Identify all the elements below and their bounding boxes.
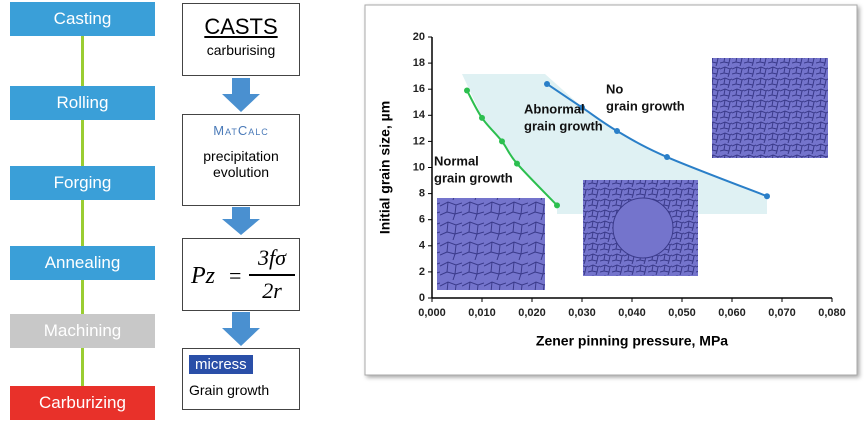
x-tick-label: 0,020 <box>518 307 546 319</box>
point <box>764 193 770 199</box>
point <box>614 128 620 134</box>
annotation: Normal <box>434 153 479 168</box>
x-tick-label: 0,040 <box>618 307 646 319</box>
y-tick-label: 16 <box>413 83 425 95</box>
y-axis-title: Initial grain size, µm <box>377 101 393 234</box>
micrograph <box>437 198 545 290</box>
y-tick-label: 14 <box>413 109 426 121</box>
x-tick-label: 0,070 <box>768 307 796 319</box>
y-tick-label: 18 <box>413 57 425 69</box>
annotation: Abnormal <box>524 101 585 116</box>
x-tick-label: 0,060 <box>718 307 746 319</box>
y-tick-label: 4 <box>419 240 426 252</box>
x-tick-label: 0,030 <box>568 307 596 319</box>
x-tick-label: 0,050 <box>668 307 696 319</box>
y-tick-label: 20 <box>413 31 425 43</box>
abnormal-grain <box>613 198 673 258</box>
y-tick-label: 6 <box>419 214 425 226</box>
y-tick-label: 8 <box>419 188 425 200</box>
micrograph <box>712 58 828 158</box>
point <box>479 115 485 121</box>
point <box>464 88 470 94</box>
y-tick-label: 2 <box>419 266 425 278</box>
page: { "process_steps": ["Casting", "Rolling"… <box>0 0 864 422</box>
y-tick-label: 12 <box>413 135 425 147</box>
annotation: grain growth <box>524 118 603 133</box>
x-tick-label: 0,000 <box>418 307 446 319</box>
point <box>554 202 560 208</box>
x-axis-title: Zener pinning pressure, MPa <box>536 333 728 349</box>
point <box>664 154 670 160</box>
x-tick-label: 0,080 <box>818 307 846 319</box>
annotation: grain growth <box>606 98 685 113</box>
point <box>499 138 505 144</box>
point <box>514 161 520 167</box>
point <box>544 81 550 87</box>
chart: 0 2 4 6 8 10 12 14 16 18 20 0,000 0,010 0,020 0,030 0,0… <box>0 0 864 422</box>
annotation: No <box>606 81 623 96</box>
y-tick-label: 10 <box>413 161 425 173</box>
x-tick-label: 0,010 <box>468 307 496 319</box>
annotation: grain growth <box>434 170 513 185</box>
y-tick-label: 0 <box>419 292 425 304</box>
